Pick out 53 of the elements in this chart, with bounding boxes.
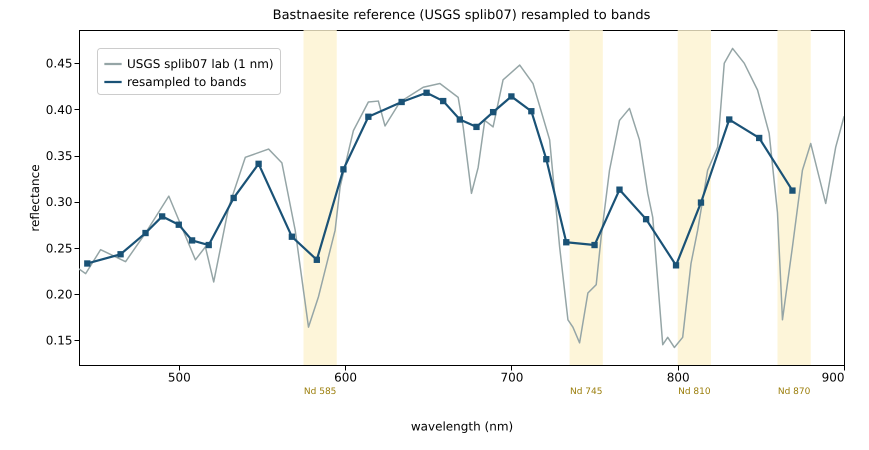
point (456, 116, 463, 123)
point (117, 251, 124, 258)
point (616, 186, 623, 193)
point (142, 230, 149, 236)
point (563, 239, 570, 246)
y-tick-label: 0.15 (46, 334, 72, 348)
point (508, 93, 515, 100)
point (440, 98, 446, 104)
x-tick-label: 800 (666, 370, 690, 384)
point (726, 116, 732, 123)
point (255, 160, 262, 167)
y-tick-label: 0.45 (46, 56, 72, 71)
point (473, 124, 480, 130)
point (288, 234, 296, 240)
y-axis-title: reflectance (28, 164, 42, 232)
y-tick-label: 0.25 (46, 241, 72, 256)
x-tick-label: 600 (334, 370, 358, 384)
point (230, 194, 237, 202)
point (698, 199, 704, 206)
legend-label: resampled to bands (127, 75, 246, 89)
point (423, 90, 430, 96)
point (591, 242, 598, 248)
point (398, 98, 405, 106)
y-tick-label: 0.30 (46, 195, 72, 210)
point (314, 256, 320, 263)
point (672, 262, 680, 268)
legend-label: USGS splib07 lab (1 nm) (127, 57, 274, 71)
y-tick-label: 0.40 (46, 102, 72, 117)
point (176, 222, 182, 228)
band-label: Nd 870 (778, 387, 811, 397)
point (528, 108, 535, 114)
y-tick-label: 0.20 (46, 287, 72, 302)
point (206, 242, 212, 248)
x-tick-label: 700 (500, 370, 524, 384)
point (365, 114, 372, 120)
band-label: Nd 810 (678, 387, 711, 397)
point (642, 216, 650, 222)
x-tick-label: 900 (822, 370, 844, 384)
x-axis-title: wavelength (nm) (410, 420, 514, 434)
point (789, 187, 796, 194)
point (188, 237, 196, 244)
point (84, 260, 90, 267)
point (158, 213, 166, 220)
y-tick-label: 0.35 (46, 149, 72, 164)
band-label: Nd 585 (304, 387, 336, 397)
band-label: Nd 745 (570, 387, 602, 397)
line-series (79, 48, 844, 348)
point (340, 166, 347, 173)
point (490, 108, 496, 116)
x-tick-label: 500 (168, 370, 191, 384)
chart-title: Bastnaesite reference (USGS splib07) resampled to bands (272, 8, 651, 23)
point (756, 134, 762, 142)
point (543, 156, 550, 162)
